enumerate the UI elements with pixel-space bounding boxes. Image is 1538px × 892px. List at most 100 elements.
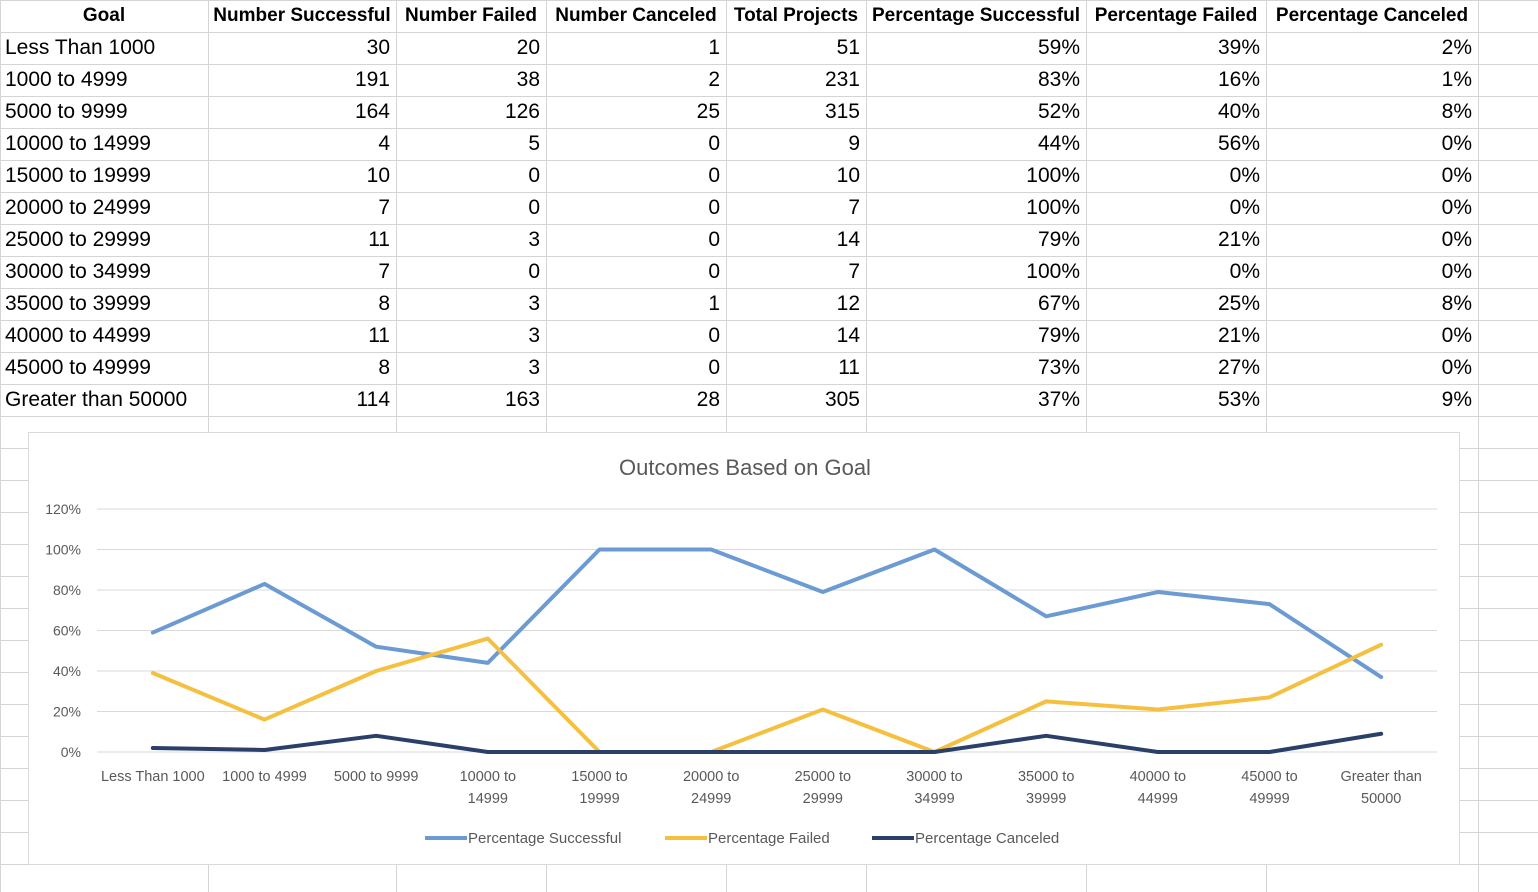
value-cell[interactable]: 52%	[1037, 100, 1080, 123]
value-cell[interactable]: 9%	[1441, 388, 1472, 411]
goal-cell[interactable]: 1000 to 4999	[5, 68, 128, 91]
value-cell[interactable]: 1%	[1441, 68, 1472, 91]
value-cell[interactable]: 3	[528, 228, 540, 251]
value-cell[interactable]: 10	[366, 164, 390, 187]
goal-cell[interactable]: 10000 to 14999	[5, 132, 151, 155]
value-cell[interactable]: 44%	[1037, 132, 1080, 155]
header-cell[interactable]: Total Projects	[733, 5, 859, 26]
value-cell[interactable]: 1	[708, 36, 720, 59]
value-cell[interactable]: 11	[368, 228, 390, 251]
value-cell[interactable]: 0%	[1441, 260, 1472, 283]
value-cell[interactable]: 100%	[1026, 260, 1080, 283]
value-cell[interactable]: 2	[708, 68, 720, 91]
value-cell[interactable]: 0	[708, 228, 720, 251]
value-cell[interactable]: 0%	[1441, 228, 1472, 251]
header-cell[interactable]: Percentage Failed	[1094, 5, 1258, 26]
value-cell[interactable]: 0	[708, 164, 720, 187]
value-cell[interactable]: 3	[528, 356, 540, 379]
series-line[interactable]	[150, 636, 1384, 754]
goal-cell[interactable]: 5000 to 9999	[5, 100, 128, 123]
value-cell[interactable]: 7	[378, 260, 390, 283]
value-cell[interactable]: 0	[708, 196, 720, 219]
series-line[interactable]	[150, 547, 1384, 680]
value-cell[interactable]: 5	[528, 132, 540, 155]
value-cell[interactable]: 2%	[1441, 36, 1472, 59]
value-cell[interactable]: 20	[516, 36, 540, 59]
value-cell[interactable]: 56%	[1217, 132, 1260, 155]
goal-cell[interactable]: 30000 to 34999	[5, 260, 151, 283]
value-cell[interactable]: 164	[354, 100, 390, 123]
goal-cell[interactable]: Greater than 50000	[5, 388, 188, 411]
value-cell[interactable]: 191	[354, 68, 390, 91]
goal-cell[interactable]: 15000 to 19999	[5, 164, 151, 187]
value-cell[interactable]: 9	[848, 132, 860, 155]
value-cell[interactable]: 7	[848, 196, 860, 219]
value-cell[interactable]: 0%	[1441, 132, 1472, 155]
value-cell[interactable]: 8%	[1441, 100, 1472, 123]
value-cell[interactable]: 25	[696, 100, 720, 123]
value-cell[interactable]: 305	[824, 388, 860, 411]
value-cell[interactable]: 21%	[1217, 228, 1260, 251]
value-cell[interactable]: 11	[368, 324, 390, 347]
value-cell[interactable]: 7	[378, 196, 390, 219]
value-cell[interactable]: 7	[848, 260, 860, 283]
value-cell[interactable]: 8%	[1441, 292, 1472, 315]
value-cell[interactable]: 126	[504, 100, 540, 123]
goal-cell[interactable]: 35000 to 39999	[5, 292, 151, 315]
header-cell[interactable]: Number Failed	[405, 5, 537, 26]
value-cell[interactable]: 100%	[1026, 164, 1080, 187]
value-cell[interactable]: 0	[528, 164, 540, 187]
value-cell[interactable]: 0%	[1441, 164, 1472, 187]
value-cell[interactable]: 67%	[1037, 292, 1080, 315]
value-cell[interactable]: 40%	[1217, 100, 1260, 123]
value-cell[interactable]: 59%	[1037, 36, 1080, 59]
goal-cell[interactable]: Less Than 1000	[5, 36, 156, 59]
value-cell[interactable]: 8	[378, 356, 390, 379]
value-cell[interactable]: 25%	[1217, 292, 1260, 315]
value-cell[interactable]: 27%	[1217, 356, 1260, 379]
value-cell[interactable]: 11	[838, 356, 860, 379]
value-cell[interactable]: 39%	[1217, 36, 1260, 59]
value-cell[interactable]: 114	[356, 388, 390, 411]
value-cell[interactable]: 38	[516, 68, 540, 91]
value-cell[interactable]: 0	[708, 260, 720, 283]
value-cell[interactable]: 28	[696, 388, 720, 411]
header-cell[interactable]: Percentage Successful	[871, 5, 1081, 26]
value-cell[interactable]: 231	[824, 68, 860, 91]
value-cell[interactable]: 14	[836, 324, 860, 347]
value-cell[interactable]: 21%	[1217, 324, 1260, 347]
value-cell[interactable]: 79%	[1037, 324, 1080, 347]
value-cell[interactable]: 53%	[1217, 388, 1260, 411]
value-cell[interactable]: 0	[708, 324, 720, 347]
series-line[interactable]	[150, 731, 1384, 754]
value-cell[interactable]: 0%	[1229, 164, 1260, 187]
header-cell[interactable]: Goal	[82, 5, 126, 26]
value-cell[interactable]: 14	[836, 228, 860, 251]
value-cell[interactable]: 0%	[1441, 356, 1472, 379]
value-cell[interactable]: 0	[528, 260, 540, 283]
header-cell[interactable]: Percentage Canceled	[1275, 5, 1469, 26]
value-cell[interactable]: 3	[528, 324, 540, 347]
value-cell[interactable]: 0%	[1229, 196, 1260, 219]
outcomes-line-chart[interactable]: Outcomes Based on Goal 0% 20% 40% 60% 80% 100%…	[28, 432, 1460, 865]
value-cell[interactable]: 10	[836, 164, 860, 187]
value-cell[interactable]: 0	[708, 356, 720, 379]
value-cell[interactable]: 30	[366, 36, 390, 59]
value-cell[interactable]: 16%	[1217, 68, 1260, 91]
goal-cell[interactable]: 25000 to 29999	[5, 228, 151, 251]
goal-cell[interactable]: 20000 to 24999	[5, 196, 151, 219]
value-cell[interactable]: 0%	[1441, 196, 1472, 219]
value-cell[interactable]: 12	[836, 292, 860, 315]
value-cell[interactable]: 100%	[1026, 196, 1080, 219]
value-cell[interactable]: 79%	[1037, 228, 1080, 251]
header-cell[interactable]: Number Successful	[213, 5, 391, 26]
value-cell[interactable]: 8	[378, 292, 390, 315]
value-cell[interactable]: 0%	[1229, 260, 1260, 283]
value-cell[interactable]: 51	[836, 36, 860, 59]
goal-cell[interactable]: 45000 to 49999	[5, 356, 151, 379]
value-cell[interactable]: 83%	[1037, 68, 1080, 91]
value-cell[interactable]: 0	[528, 196, 540, 219]
value-cell[interactable]: 73%	[1037, 356, 1080, 379]
value-cell[interactable]: 4	[378, 132, 390, 155]
value-cell[interactable]: 0	[708, 132, 720, 155]
